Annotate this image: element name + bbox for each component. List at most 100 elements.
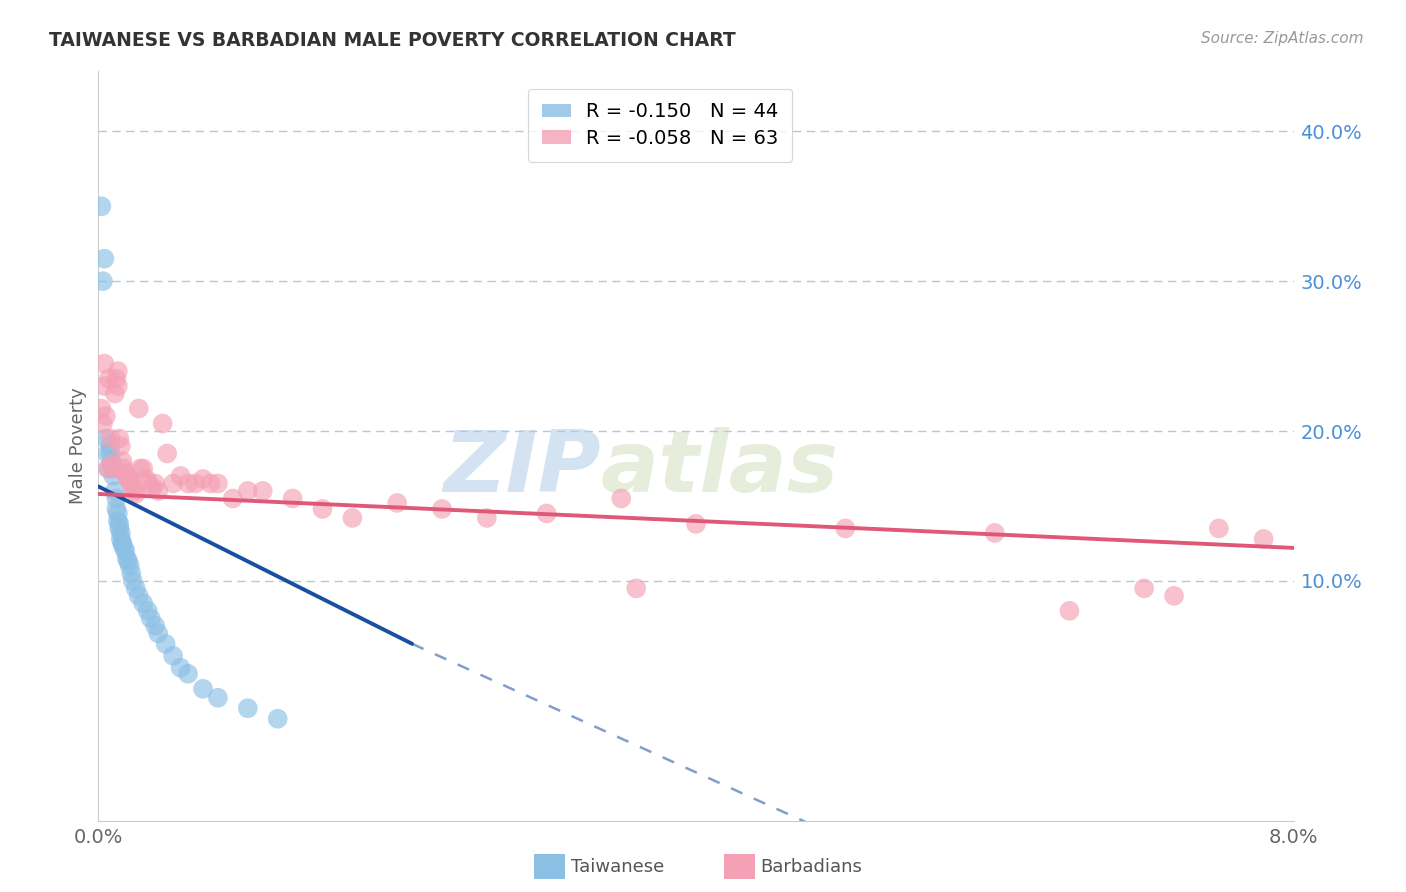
Text: Source: ZipAtlas.com: Source: ZipAtlas.com bbox=[1201, 31, 1364, 46]
Point bbox=[101, 454, 124, 468]
Point bbox=[120, 476, 142, 491]
Point bbox=[112, 541, 135, 555]
Point bbox=[121, 574, 143, 588]
Point bbox=[152, 417, 174, 431]
Point bbox=[104, 483, 127, 498]
Point bbox=[430, 502, 453, 516]
Point bbox=[1133, 582, 1156, 596]
Point bbox=[1208, 521, 1230, 535]
Point bbox=[222, 491, 245, 506]
Point bbox=[1253, 532, 1275, 546]
Point bbox=[107, 379, 129, 393]
Point bbox=[93, 357, 115, 371]
Point bbox=[129, 461, 152, 475]
Point bbox=[115, 551, 138, 566]
Point bbox=[110, 439, 132, 453]
Point bbox=[108, 516, 131, 531]
Point bbox=[94, 432, 117, 446]
Point bbox=[107, 364, 129, 378]
Point bbox=[111, 536, 134, 550]
Point bbox=[112, 461, 135, 475]
Point bbox=[177, 666, 200, 681]
Point bbox=[97, 371, 120, 385]
Point bbox=[103, 461, 125, 475]
Point bbox=[385, 496, 409, 510]
Point bbox=[107, 514, 129, 528]
Point bbox=[93, 379, 115, 393]
Point bbox=[108, 432, 131, 446]
Point bbox=[139, 611, 162, 625]
Point bbox=[124, 483, 146, 498]
Point bbox=[117, 554, 139, 568]
Point bbox=[98, 432, 122, 446]
Point bbox=[105, 502, 128, 516]
Point bbox=[132, 596, 155, 610]
Point bbox=[110, 532, 132, 546]
Point bbox=[236, 483, 259, 498]
Point bbox=[177, 476, 200, 491]
Point bbox=[96, 461, 118, 475]
Point bbox=[104, 386, 127, 401]
Point bbox=[610, 491, 633, 506]
Point bbox=[207, 476, 229, 491]
Point bbox=[148, 626, 170, 640]
Point bbox=[1163, 589, 1185, 603]
Y-axis label: Male Poverty: Male Poverty bbox=[69, 388, 87, 504]
Point bbox=[96, 446, 118, 460]
Point bbox=[267, 712, 290, 726]
Point bbox=[90, 401, 112, 416]
Point bbox=[626, 582, 648, 596]
Point bbox=[342, 511, 364, 525]
Point bbox=[191, 681, 214, 696]
Point bbox=[236, 701, 259, 715]
Text: Taiwanese: Taiwanese bbox=[571, 858, 664, 876]
Point bbox=[184, 476, 207, 491]
Legend: R = -0.150   N = 44, R = -0.058   N = 63: R = -0.150 N = 44, R = -0.058 N = 63 bbox=[529, 88, 792, 161]
Point bbox=[984, 525, 1007, 540]
Point bbox=[311, 502, 333, 516]
Point bbox=[93, 252, 115, 266]
Point bbox=[135, 472, 157, 486]
Point bbox=[98, 439, 122, 453]
Point bbox=[91, 274, 114, 288]
Point bbox=[132, 461, 155, 475]
Point bbox=[103, 461, 125, 475]
Point bbox=[834, 521, 856, 535]
Point bbox=[91, 417, 114, 431]
Point bbox=[117, 472, 139, 486]
Point bbox=[138, 476, 160, 491]
Point bbox=[143, 476, 166, 491]
Point bbox=[200, 476, 222, 491]
Point bbox=[94, 409, 117, 423]
Point bbox=[97, 461, 120, 475]
Point bbox=[162, 476, 184, 491]
Point bbox=[110, 525, 132, 540]
Point bbox=[114, 544, 136, 558]
Point bbox=[207, 690, 229, 705]
Text: TAIWANESE VS BARBADIAN MALE POVERTY CORRELATION CHART: TAIWANESE VS BARBADIAN MALE POVERTY CORR… bbox=[49, 31, 735, 50]
Point bbox=[118, 472, 141, 486]
Point bbox=[90, 199, 112, 213]
Point bbox=[108, 521, 131, 535]
Point bbox=[136, 604, 159, 618]
Point bbox=[281, 491, 304, 506]
Point bbox=[118, 558, 141, 573]
Point bbox=[475, 511, 498, 525]
Point bbox=[114, 466, 136, 480]
Point bbox=[162, 648, 184, 663]
Text: ZIP: ZIP bbox=[443, 427, 600, 510]
Point bbox=[685, 516, 707, 531]
Point bbox=[101, 457, 124, 471]
Point bbox=[128, 589, 150, 603]
Point bbox=[536, 507, 558, 521]
Text: atlas: atlas bbox=[600, 427, 838, 510]
Point bbox=[191, 472, 214, 486]
Point bbox=[128, 401, 150, 416]
Point bbox=[111, 454, 134, 468]
Point bbox=[115, 469, 138, 483]
Point bbox=[148, 483, 170, 498]
Point bbox=[107, 507, 129, 521]
Point bbox=[155, 637, 177, 651]
Point bbox=[111, 536, 134, 550]
Text: Barbadians: Barbadians bbox=[761, 858, 862, 876]
